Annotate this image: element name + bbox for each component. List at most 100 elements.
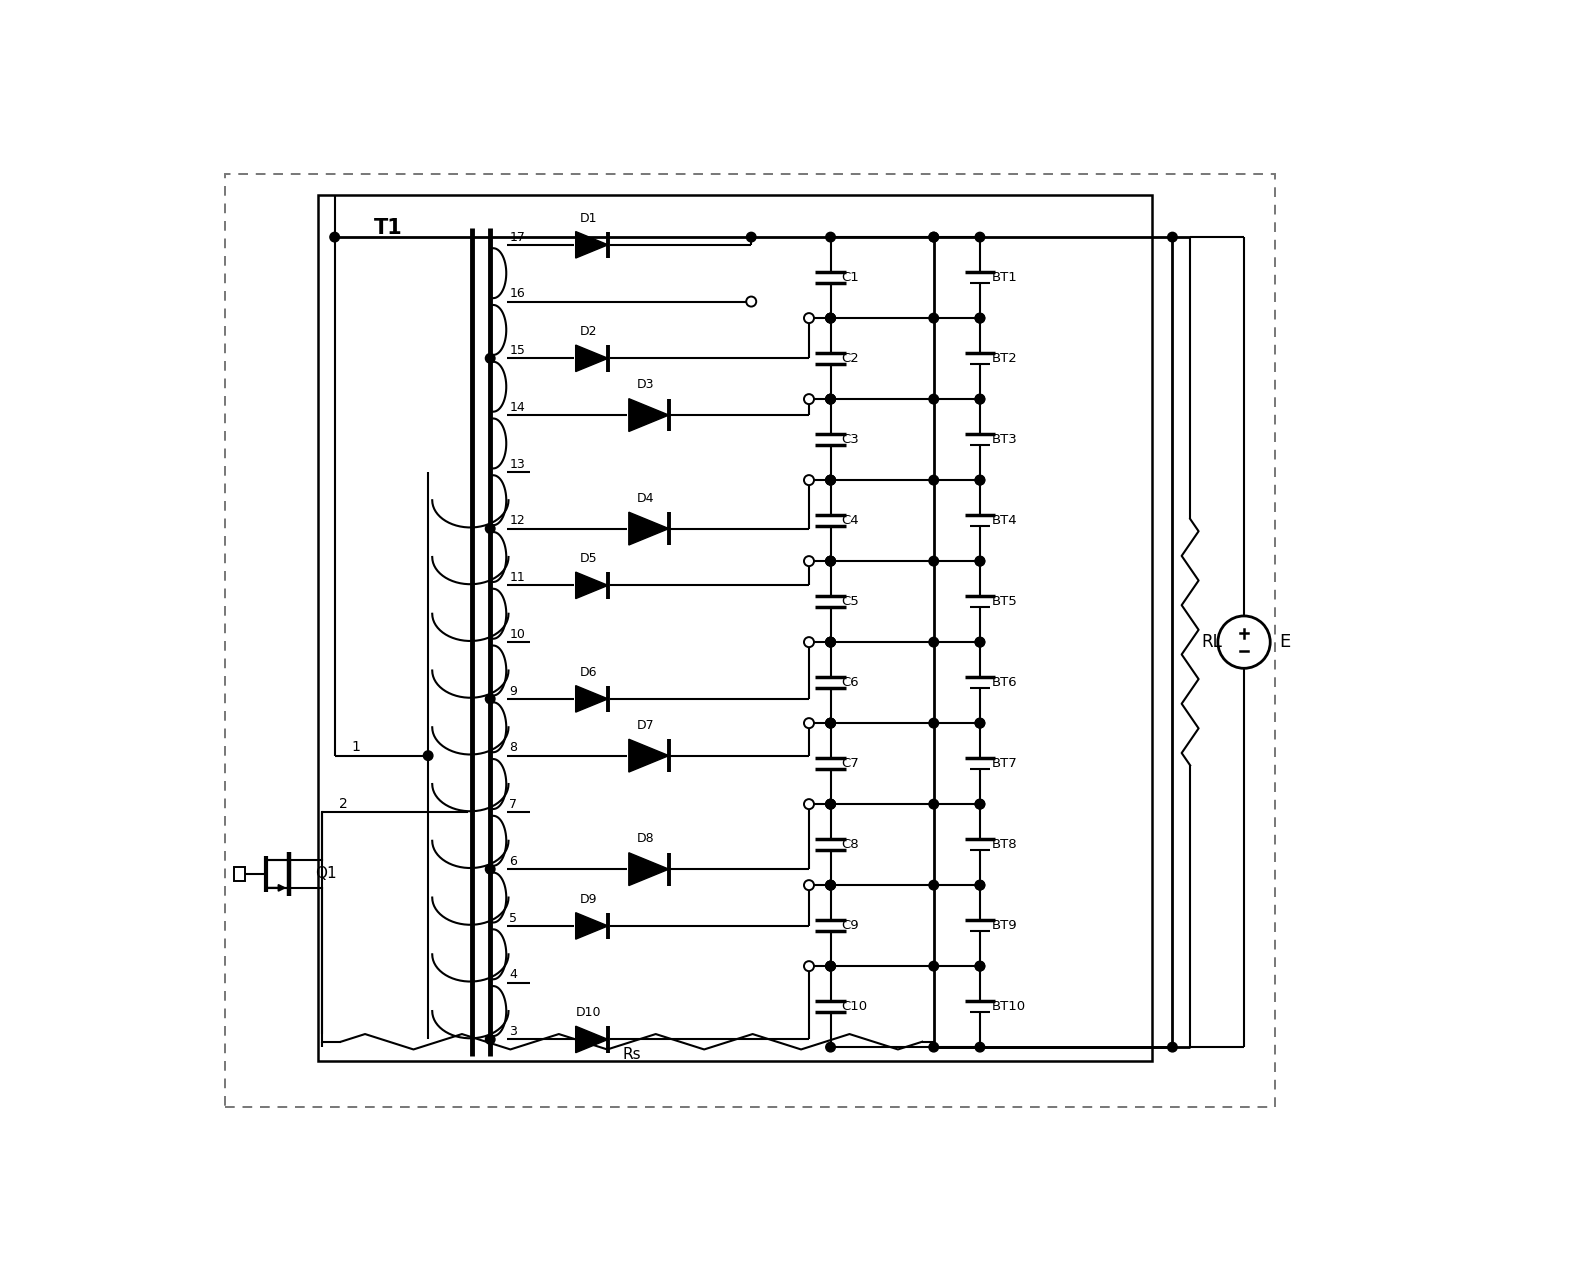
Circle shape xyxy=(804,961,814,972)
Text: 6: 6 xyxy=(510,855,518,867)
Text: BT3: BT3 xyxy=(992,433,1018,446)
Circle shape xyxy=(976,799,985,809)
Circle shape xyxy=(826,232,836,241)
Circle shape xyxy=(804,475,814,485)
Text: C5: C5 xyxy=(842,596,859,608)
Circle shape xyxy=(826,394,836,404)
Circle shape xyxy=(826,880,836,890)
Circle shape xyxy=(804,799,814,809)
Circle shape xyxy=(826,719,836,728)
Text: 4: 4 xyxy=(510,969,518,982)
Text: BT4: BT4 xyxy=(992,514,1018,527)
Circle shape xyxy=(826,719,836,728)
Circle shape xyxy=(826,314,836,323)
Circle shape xyxy=(485,695,494,704)
Circle shape xyxy=(746,297,756,306)
Bar xyxy=(235,867,244,881)
Text: BT9: BT9 xyxy=(992,919,1018,932)
Text: 17: 17 xyxy=(510,231,526,244)
Circle shape xyxy=(331,232,340,241)
Circle shape xyxy=(976,394,985,404)
Circle shape xyxy=(976,638,985,646)
Text: C4: C4 xyxy=(842,514,859,527)
Polygon shape xyxy=(628,852,669,885)
Text: D8: D8 xyxy=(637,832,655,846)
Text: D10: D10 xyxy=(576,1006,601,1020)
Text: BT7: BT7 xyxy=(992,757,1018,770)
Text: BT5: BT5 xyxy=(992,596,1018,608)
Circle shape xyxy=(485,523,494,533)
Text: D2: D2 xyxy=(579,325,598,338)
Text: BT8: BT8 xyxy=(992,838,1018,851)
Circle shape xyxy=(929,799,938,809)
Polygon shape xyxy=(628,739,669,772)
Polygon shape xyxy=(576,345,608,372)
Circle shape xyxy=(826,799,836,809)
Circle shape xyxy=(826,961,836,970)
Circle shape xyxy=(804,718,814,728)
Circle shape xyxy=(929,556,938,566)
Circle shape xyxy=(826,880,836,890)
Circle shape xyxy=(826,638,836,646)
Circle shape xyxy=(826,556,836,566)
Text: 5: 5 xyxy=(510,912,518,925)
Circle shape xyxy=(826,475,836,485)
Circle shape xyxy=(976,961,985,970)
Text: C7: C7 xyxy=(842,757,859,770)
Circle shape xyxy=(826,719,836,728)
Circle shape xyxy=(929,961,938,970)
Circle shape xyxy=(804,880,814,890)
Circle shape xyxy=(1168,232,1177,241)
Text: D5: D5 xyxy=(579,552,598,565)
Text: 7: 7 xyxy=(510,798,518,812)
Text: 11: 11 xyxy=(510,572,526,584)
Circle shape xyxy=(929,232,938,241)
Circle shape xyxy=(976,799,985,809)
Text: D3: D3 xyxy=(637,378,655,391)
Text: C6: C6 xyxy=(842,676,859,690)
Circle shape xyxy=(976,719,985,728)
Circle shape xyxy=(804,556,814,566)
Circle shape xyxy=(929,394,938,404)
Text: 10: 10 xyxy=(510,627,526,641)
Circle shape xyxy=(929,719,938,728)
Circle shape xyxy=(929,475,938,485)
Text: 12: 12 xyxy=(510,514,526,527)
Text: C10: C10 xyxy=(842,1001,867,1013)
Circle shape xyxy=(826,314,836,323)
Text: 2: 2 xyxy=(340,796,348,810)
Polygon shape xyxy=(576,231,608,258)
Circle shape xyxy=(826,638,836,646)
Text: 14: 14 xyxy=(510,401,526,414)
Text: C2: C2 xyxy=(842,352,859,364)
Text: 13: 13 xyxy=(510,457,526,471)
Polygon shape xyxy=(576,913,608,940)
Circle shape xyxy=(929,1043,938,1052)
Circle shape xyxy=(826,556,836,566)
Text: T1: T1 xyxy=(375,218,403,237)
Circle shape xyxy=(976,880,985,890)
Polygon shape xyxy=(628,512,669,545)
Text: 8: 8 xyxy=(510,742,518,754)
Circle shape xyxy=(826,1043,836,1052)
Text: RL: RL xyxy=(1201,634,1221,652)
Text: 1: 1 xyxy=(351,740,360,754)
Text: BT1: BT1 xyxy=(992,271,1018,284)
Text: C1: C1 xyxy=(842,271,859,284)
Circle shape xyxy=(976,556,985,566)
Text: BT6: BT6 xyxy=(992,676,1018,690)
Text: D7: D7 xyxy=(637,719,655,732)
Text: Rs: Rs xyxy=(622,1046,641,1062)
Circle shape xyxy=(826,880,836,890)
Circle shape xyxy=(929,638,938,646)
Text: D9: D9 xyxy=(579,893,598,906)
Text: 16: 16 xyxy=(510,287,526,300)
Circle shape xyxy=(976,232,985,241)
Text: D1: D1 xyxy=(579,212,598,225)
Text: 9: 9 xyxy=(510,685,518,697)
Circle shape xyxy=(746,232,756,241)
Circle shape xyxy=(1168,1043,1177,1052)
Circle shape xyxy=(826,475,836,485)
Circle shape xyxy=(804,394,814,404)
Circle shape xyxy=(423,751,433,761)
